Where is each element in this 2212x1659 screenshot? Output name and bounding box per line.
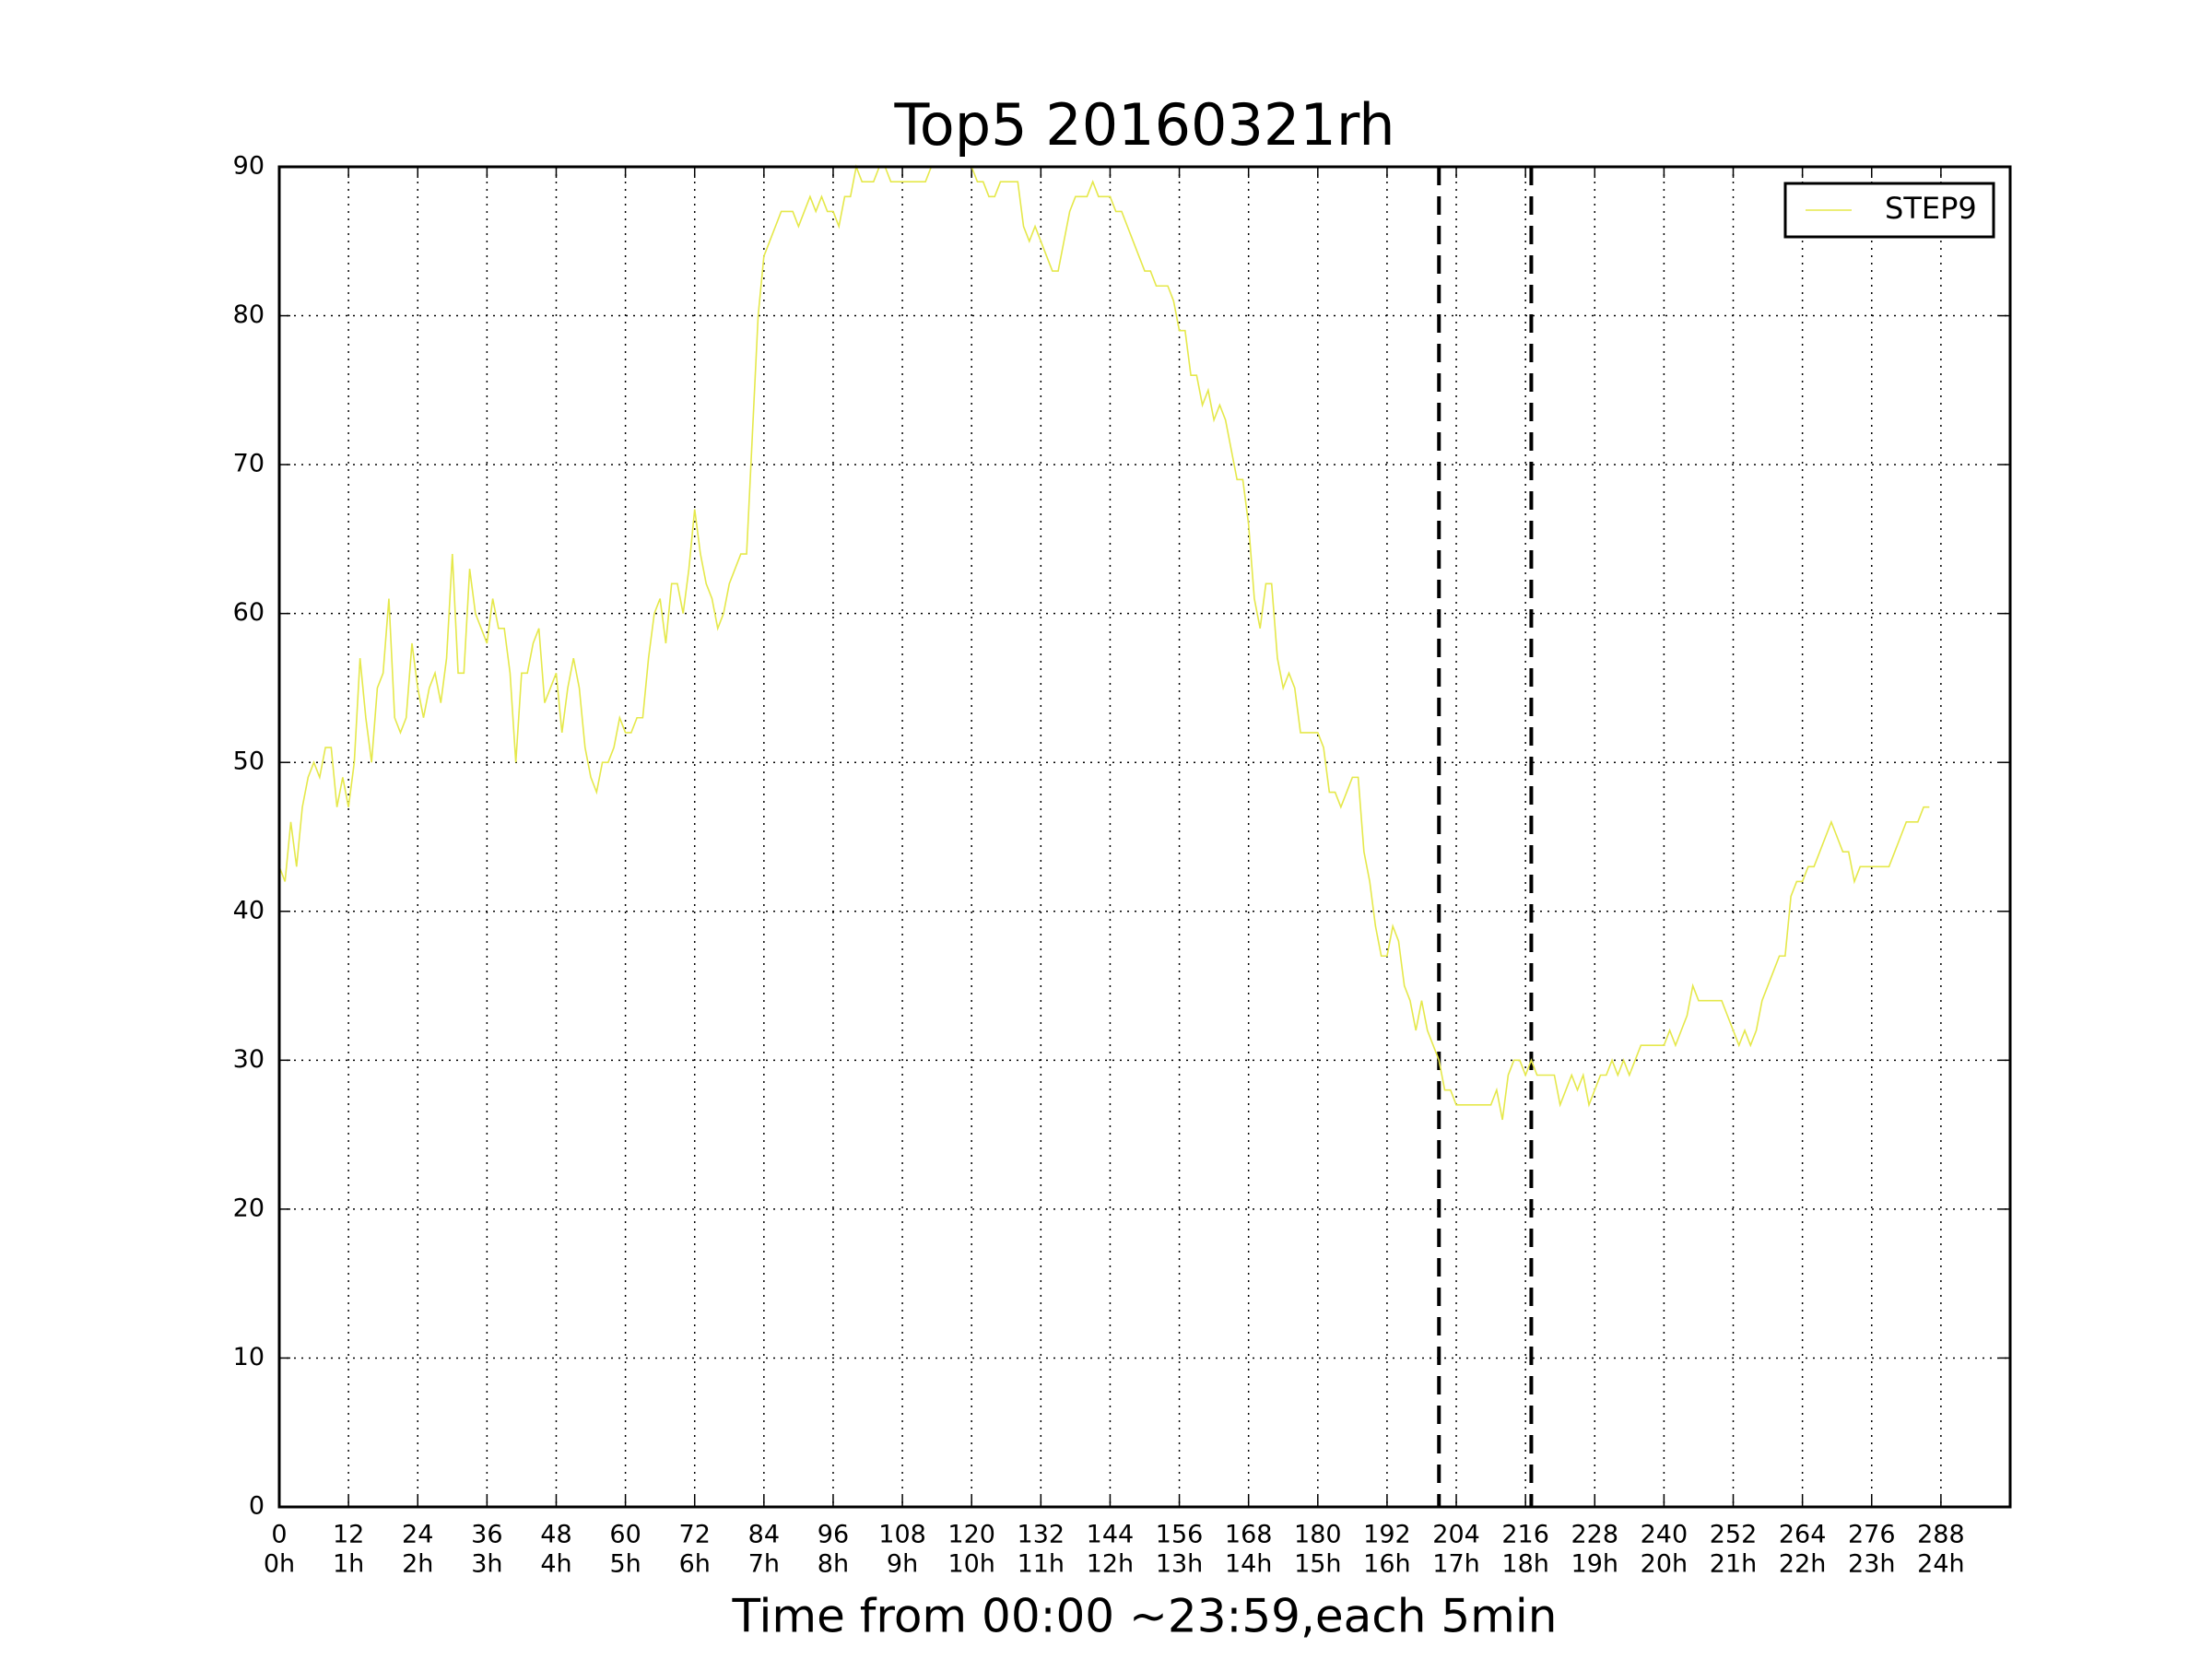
x-tick-label: 96 [818,1521,849,1549]
x-tick-hour-label: 3h [471,1550,502,1579]
x-tick-label: 156 [1156,1521,1204,1549]
x-tick-hour-label: 14h [1225,1550,1272,1579]
x-tick-label: 72 [679,1521,711,1549]
x-tick-label: 108 [878,1521,926,1549]
x-tick-label: 24 [402,1521,433,1549]
x-tick-label: 192 [1363,1521,1411,1549]
x-tick-hour-label: 22h [1779,1550,1826,1579]
x-tick-hour-label: 13h [1156,1550,1203,1579]
x-tick-label: 240 [1641,1521,1688,1549]
y-tick-label: 90 [233,152,265,181]
x-tick-hour-label: 19h [1571,1550,1618,1579]
x-axis-label: Time from 00:00 ~23:59,each 5min [732,1590,1558,1643]
x-tick-label: 0 [271,1521,287,1549]
x-tick-label: 168 [1225,1521,1273,1549]
x-tick-label: 252 [1710,1521,1758,1549]
x-tick-label: 60 [609,1521,641,1549]
y-tick-label: 80 [233,300,265,329]
x-tick-label: 264 [1779,1521,1827,1549]
x-tick-label: 276 [1848,1521,1896,1549]
x-tick-hour-label: 18h [1501,1550,1548,1579]
x-tick-label: 204 [1432,1521,1480,1549]
x-tick-hour-label: 9h [887,1550,918,1579]
x-tick-label: 48 [540,1521,571,1549]
x-tick-hour-label: 4h [540,1550,571,1579]
x-tick-label: 216 [1501,1521,1549,1549]
x-tick-hour-label: 7h [748,1550,780,1579]
x-tick-label: 120 [947,1521,995,1549]
y-tick-label: 0 [249,1492,265,1521]
y-tick-label: 50 [233,747,265,776]
x-tick-hour-label: 5h [609,1550,641,1579]
data-line [278,164,1930,1121]
x-tick-label: 144 [1087,1521,1135,1549]
x-tick-label: 228 [1571,1521,1619,1549]
x-tick-hour-label: 1h [333,1550,364,1579]
y-tick-label: 20 [233,1194,265,1222]
x-tick-label: 84 [748,1521,780,1549]
x-tick-label: 12 [333,1521,364,1549]
x-tick-hour-label: 12h [1087,1550,1134,1579]
x-tick-label: 288 [1917,1521,1965,1549]
x-tick-hour-label: 23h [1848,1550,1895,1579]
y-tick-label: 60 [233,598,265,627]
x-tick-hour-label: 0h [264,1550,295,1579]
x-tick-label: 180 [1294,1521,1342,1549]
x-tick-label: 36 [471,1521,502,1549]
x-tick-hour-label: 24h [1917,1550,1964,1579]
x-tick-hour-label: 10h [947,1550,994,1579]
y-tick-label: 30 [233,1045,265,1074]
x-tick-hour-label: 8h [818,1550,849,1579]
x-tick-hour-label: 21h [1710,1550,1757,1579]
x-tick-hour-label: 16h [1363,1550,1410,1579]
x-tick-hour-label: 2h [402,1550,433,1579]
plot-frame [277,165,2012,1509]
x-tick-hour-label: 6h [679,1550,711,1579]
x-tick-hour-label: 17h [1432,1550,1479,1579]
legend-label: STEP9 [1885,191,1977,226]
x-tick-label: 132 [1018,1521,1065,1549]
chart-title: Top5 20160321rh [893,91,1394,159]
x-tick-hour-label: 11h [1018,1550,1065,1579]
y-tick-label: 70 [233,450,265,478]
x-tick-hour-label: 20h [1641,1550,1688,1579]
x-tick-hour-label: 15h [1294,1550,1341,1579]
y-tick-label: 10 [233,1343,265,1371]
y-tick-label: 40 [233,896,265,924]
